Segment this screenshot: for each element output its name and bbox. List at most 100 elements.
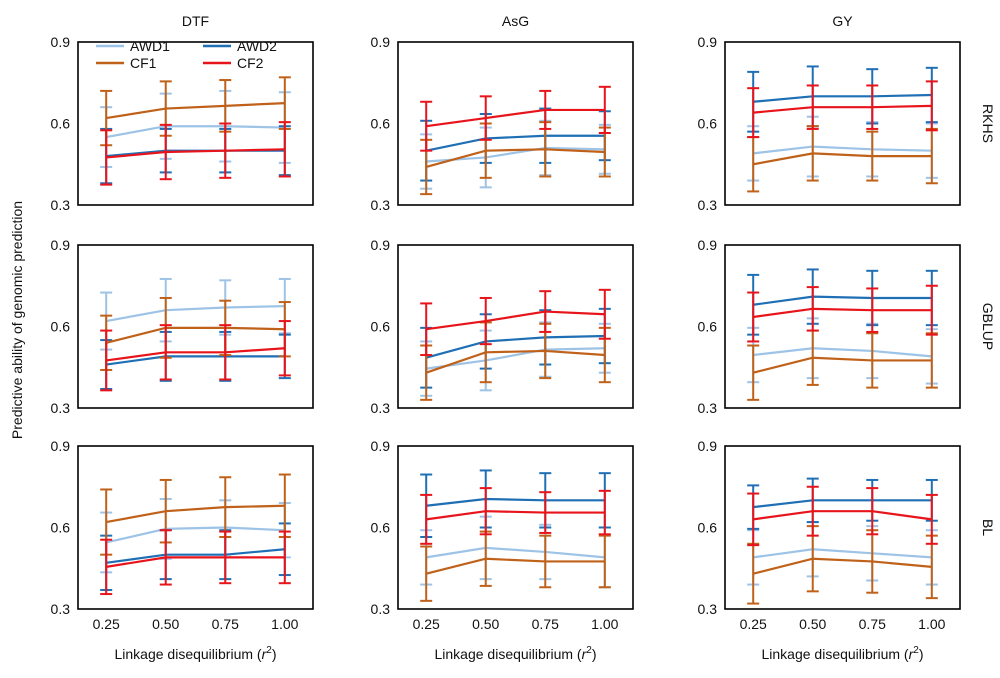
x-tick-label: 0.50	[152, 616, 179, 632]
legend-item-cf1: CF1	[96, 55, 157, 71]
series-line-awd1	[106, 305, 285, 323]
y-tick-label: 0.9	[698, 237, 718, 253]
y-tick-label: 0.3	[371, 197, 391, 213]
y-tick-label: 0.9	[371, 438, 391, 454]
legend-label: AWD2	[237, 38, 277, 54]
series-line-awd2	[426, 497, 605, 507]
panel-frame	[397, 445, 634, 610]
panel-grid: 0.30.60.9DTF0.30.60.9AsG0.30.60.9GYRKHS0…	[51, 13, 996, 662]
y-tick-label: 0.9	[371, 34, 391, 50]
x-axis-label-var: r	[582, 646, 588, 662]
panel-frame	[77, 244, 314, 409]
y-tick-label: 0.3	[698, 601, 718, 617]
series-line-awd1	[753, 347, 932, 358]
series-line-cf2	[106, 148, 285, 159]
x-axis-label-text: Linkage disequilibrium (	[115, 646, 262, 662]
series-cf1	[420, 321, 611, 401]
y-tick-label: 0.9	[371, 237, 391, 253]
legend-label: CF2	[237, 55, 264, 71]
series-cf1	[100, 76, 291, 147]
y-tick-label: 0.9	[51, 34, 71, 50]
legend-item-cf2: CF2	[203, 55, 264, 71]
panel-dtf-rkhs: 0.3 0.6 0.9 DTF	[51, 13, 314, 213]
series-line-awd2	[106, 355, 285, 366]
panel-asg-gblup: 0.3 0.6 0.9	[371, 237, 634, 416]
panel-dtf-bl: 0.3 0.6 0.9 0.25 0.50 0.75 1.00 Linkage disequi…	[51, 438, 314, 662]
series-cf1	[420, 530, 611, 602]
series-awd1	[747, 317, 938, 385]
x-axis-label: Linkage disequilibrium (r2)	[435, 645, 597, 662]
series-line-cf2	[753, 307, 932, 319]
y-tick-label: 0.3	[371, 601, 391, 617]
series-cf2	[747, 485, 938, 547]
x-axis-label: Linkage disequilibrium (r2)	[115, 645, 277, 662]
panel-asg-rkhs: 0.3 0.6 0.9 AsG	[371, 13, 634, 213]
legend-label: AWD1	[130, 38, 170, 54]
y-tick-label: 0.6	[51, 520, 71, 536]
x-tick-label: 0.75	[859, 616, 886, 632]
y-tick-label: 0.9	[698, 438, 718, 454]
series-cf2	[420, 288, 611, 357]
y-tick-label: 0.3	[51, 197, 71, 213]
y-axis-label: Predictive ability of genomic prediction	[9, 201, 25, 439]
series-line-cf1	[106, 504, 285, 524]
x-tick-label: 1.00	[271, 616, 298, 632]
series-line-awd2	[425, 334, 605, 359]
legend-item-awd1: AWD1	[96, 38, 170, 54]
panel-frame	[724, 445, 961, 610]
series-line-awd1	[426, 546, 605, 559]
series-line-cf1	[752, 557, 932, 575]
x-axis-label-sup: 2	[913, 645, 919, 656]
x-tick-label: 0.50	[799, 616, 826, 632]
panel-asg-bl: 0.3 0.6 0.9 0.25 0.50 0.75 1.00 Linkage disequi…	[371, 438, 634, 662]
legend: AWD1 AWD2 CF1 CF2	[96, 38, 277, 71]
series-line-cf2	[106, 347, 285, 362]
series-line-cf1	[105, 326, 285, 344]
x-axis-label-end: )	[272, 646, 277, 662]
x-axis-label-end: )	[592, 646, 597, 662]
panel-dtf-gblup: 0.3 0.6 0.9	[51, 237, 314, 416]
series-line-cf2	[753, 510, 932, 521]
series-line-cf2	[753, 104, 932, 114]
series-cf2	[747, 80, 938, 139]
series-cf2	[420, 487, 611, 545]
series-line-awd1	[753, 145, 932, 155]
series-awd1	[747, 521, 938, 586]
column-title-dtf: DTF	[182, 13, 209, 29]
column-title-gy: GY	[832, 13, 853, 29]
series-cf2	[100, 121, 291, 186]
y-tick-label: 0.9	[51, 438, 71, 454]
series-line-cf2	[426, 510, 605, 521]
y-tick-label: 0.6	[371, 116, 391, 132]
x-axis-label: Linkage disequilibrium (r2)	[762, 645, 924, 662]
x-tick-label: 1.00	[591, 616, 618, 632]
x-axis-label-sup: 2	[266, 645, 272, 656]
series-cf2	[100, 529, 291, 596]
series-line-awd1	[106, 125, 285, 139]
series-awd1	[100, 277, 291, 351]
series-line-awd2	[753, 295, 932, 306]
series-cf1	[420, 121, 611, 196]
y-tick-label: 0.3	[371, 400, 391, 416]
series-line-cf2	[106, 556, 285, 568]
x-tick-label: 0.75	[212, 616, 239, 632]
y-tick-label: 0.6	[371, 319, 391, 335]
x-axis-label-text: Linkage disequilibrium (	[762, 646, 909, 662]
y-tick-label: 0.6	[51, 116, 71, 132]
y-tick-label: 0.6	[371, 520, 391, 536]
series-awd2	[420, 107, 611, 182]
series-cf2	[100, 320, 291, 392]
series-line-awd1	[426, 347, 605, 370]
x-axis-label-sup: 2	[586, 645, 592, 656]
x-axis-label-var: r	[909, 646, 915, 662]
panel-frame	[397, 244, 634, 409]
y-tick-label: 0.6	[698, 319, 718, 335]
legend-item-awd2: AWD2	[203, 38, 277, 54]
series-line-cf1	[752, 356, 932, 374]
series-line-cf1	[425, 349, 605, 374]
series-cf2	[420, 85, 611, 152]
row-label-rkhs: RKHS	[980, 104, 996, 143]
y-tick-label: 0.3	[51, 601, 71, 617]
y-tick-label: 0.6	[698, 520, 718, 536]
series-line-cf1	[425, 148, 605, 169]
